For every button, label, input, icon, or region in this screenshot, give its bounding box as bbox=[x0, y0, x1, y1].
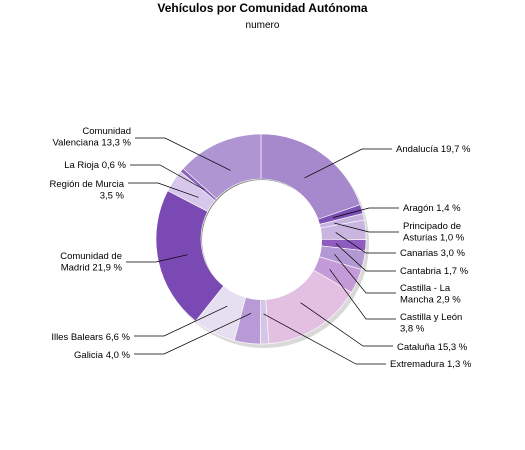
leader-line-galicia bbox=[134, 313, 252, 355]
leader-line-principado-de-asturias bbox=[334, 222, 399, 233]
slice-label-illes-balears: Illes Balears 6,6 % bbox=[51, 332, 130, 343]
slice-label-andalucia: Andalucía 19,7 % bbox=[396, 144, 471, 155]
slice-label-aragon: Aragón 1,4 % bbox=[403, 203, 461, 214]
slice-label-extremadura: Extremadura 1,3 % bbox=[390, 359, 472, 370]
slice-label-la-rioja: La Rioja 0,6 % bbox=[64, 160, 126, 171]
slice-label-principado-de-asturias: Principado de Asturias 1,0 % bbox=[403, 221, 465, 244]
leader-line-cantabria bbox=[335, 243, 396, 272]
leader-lines bbox=[126, 137, 399, 365]
donut-slices bbox=[155, 133, 367, 345]
leader-line-castilla-la-mancha bbox=[334, 253, 396, 294]
slice-label-cantabria: Cantabria 1,7 % bbox=[400, 266, 469, 277]
chart-subtitle: numero bbox=[245, 20, 280, 31]
leader-line-la-rioja bbox=[130, 164, 205, 191]
slice-label-comunidad-de-madrid: Comunidad de Madrid 21,9 % bbox=[60, 251, 122, 274]
leader-line-comunidad-valenciana bbox=[135, 137, 231, 171]
leader-line-illes-balears bbox=[134, 305, 228, 337]
slice-label-cataluna: Cataluña 15,3 % bbox=[397, 342, 468, 353]
slice-label-canarias: Canarias 3,0 % bbox=[400, 248, 466, 259]
slice-label-comunidad-valenciana: Comunidad Valenciana 13,3 % bbox=[52, 126, 131, 149]
donut-hole bbox=[202, 180, 322, 300]
slice-label-region-de-murcia: Región de Murcia 3,5 % bbox=[50, 179, 125, 202]
slice-labels: Andalucía 19,7 % Aragón 1,4 % Principado d… bbox=[50, 126, 472, 370]
slice-label-castilla-la-mancha: Castilla - La Mancha 2,9 % bbox=[400, 283, 461, 306]
leader-line-aragon bbox=[332, 207, 399, 218]
slice-label-galicia: Galicia 4,0 % bbox=[74, 350, 131, 361]
leader-line-castilla-y-leon bbox=[329, 269, 396, 320]
leader-line-andalucia bbox=[304, 148, 392, 179]
leader-line-region-de-murcia bbox=[128, 182, 199, 198]
chart-title: Vehículos por Comunidad Autónoma bbox=[157, 1, 368, 15]
leader-line-canarias bbox=[335, 232, 396, 254]
slice-label-castilla-y-leon: Castilla y León 3,8 % bbox=[400, 312, 462, 335]
leader-line-cataluna bbox=[300, 302, 393, 347]
leader-line-extremadura bbox=[263, 313, 386, 365]
leader-line-comunidad-de-madrid bbox=[126, 254, 188, 263]
